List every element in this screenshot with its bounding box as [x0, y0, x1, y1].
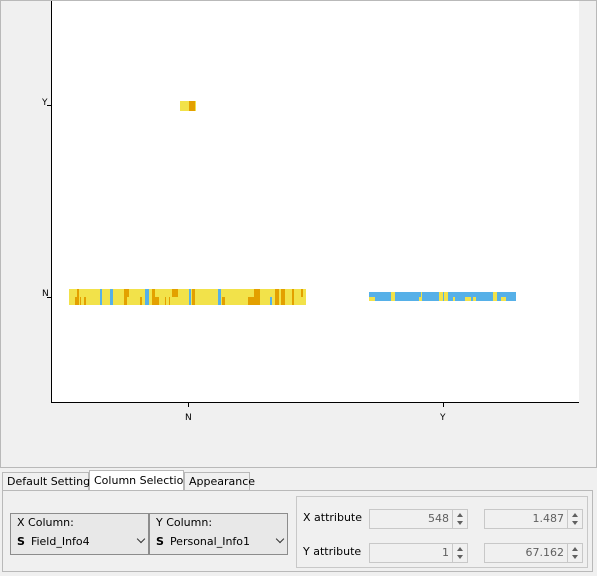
data-point — [186, 106, 189, 111]
tab-column-selection[interactable]: Column Selection — [89, 470, 184, 491]
arrow-up-icon[interactable] — [457, 547, 463, 551]
arrow-up-icon[interactable] — [572, 547, 578, 551]
tab-default-settings[interactable]: Default Settings — [2, 472, 89, 490]
y-column-value: Personal_Info1 — [170, 535, 276, 548]
data-point — [198, 289, 204, 305]
arrow-down-icon[interactable] — [457, 555, 463, 559]
data-point — [241, 297, 244, 305]
string-type-icon: S — [17, 535, 25, 548]
arrow-down-icon[interactable] — [457, 521, 463, 525]
spinner-buttons[interactable] — [452, 510, 467, 528]
data-point — [189, 289, 191, 305]
data-point — [476, 297, 480, 302]
y-attribute-spinner-2[interactable]: 67.162 — [484, 543, 583, 563]
plot-area — [51, 1, 579, 403]
x-attribute-value-1: 548 — [428, 512, 449, 525]
data-point — [281, 289, 285, 305]
points-x-y-y-n — [369, 292, 516, 301]
y-column-title: Y Column: — [156, 516, 212, 529]
tab-appearance[interactable]: Appearance — [184, 472, 250, 490]
data-point — [254, 289, 260, 305]
data-point — [419, 297, 422, 302]
data-point — [444, 292, 448, 301]
data-point — [383, 292, 385, 301]
x-attribute-label: X attribute — [303, 511, 362, 524]
x-attribute-spinner-1[interactable]: 548 — [369, 509, 468, 529]
data-point — [292, 289, 294, 305]
y-tick-n — [47, 297, 51, 298]
y-attribute-label: Y attribute — [303, 545, 361, 558]
x-attribute-value-2: 1.487 — [533, 512, 565, 525]
x-tick-label-n: N — [185, 413, 192, 423]
arrow-down-icon[interactable] — [572, 555, 578, 559]
data-point — [75, 297, 77, 305]
data-point — [300, 297, 305, 305]
y-column-select[interactable]: S Personal_Info1 — [156, 531, 286, 551]
data-point — [453, 297, 455, 302]
data-point — [465, 297, 471, 302]
data-point — [189, 101, 195, 111]
data-point — [218, 289, 221, 305]
data-point — [167, 297, 169, 305]
arrow-up-icon[interactable] — [572, 513, 578, 517]
arrow-down-icon[interactable] — [572, 521, 578, 525]
chevron-down-icon — [137, 536, 147, 546]
column-selection-panel: X Column: S Field_Info4 Y Column: S Pers… — [2, 490, 593, 572]
data-point — [369, 297, 375, 302]
spinner-buttons[interactable] — [567, 510, 582, 528]
y-attribute-spinner-1[interactable]: 1 — [369, 543, 468, 563]
data-point — [100, 289, 102, 305]
spinner-buttons[interactable] — [452, 544, 467, 562]
y-column-group: Y Column: S Personal_Info1 — [149, 513, 288, 555]
data-point — [127, 297, 131, 305]
data-point — [391, 292, 395, 301]
data-point — [493, 292, 497, 301]
jitter-attributes-box: X attribute 548 1.487 Y attribute 1 67.1… — [296, 496, 588, 568]
x-column-title: X Column: — [17, 516, 74, 529]
y-tick-y — [47, 105, 51, 106]
data-point — [86, 297, 92, 305]
x-tick-y — [443, 403, 444, 407]
data-point — [275, 289, 277, 305]
points-x-n-y-n — [69, 289, 306, 305]
y-attribute-value-1: 1 — [442, 546, 449, 559]
data-point — [424, 292, 426, 301]
x-column-select[interactable]: S Field_Info4 — [17, 531, 147, 551]
data-point — [77, 289, 79, 305]
x-tick-label-y: Y — [440, 413, 446, 423]
x-attribute-spinner-2[interactable]: 1.487 — [484, 509, 583, 529]
x-tick-n — [188, 403, 189, 407]
data-point — [110, 289, 113, 305]
data-point — [263, 289, 269, 305]
arrow-up-icon[interactable] — [457, 513, 463, 517]
scatter-plot-panel: Y N N Y — [0, 0, 597, 468]
string-type-icon: S — [156, 535, 164, 548]
points-x-n-y-y — [180, 101, 196, 111]
data-point — [501, 297, 506, 302]
data-point — [160, 297, 165, 305]
data-point — [222, 297, 225, 305]
x-column-value: Field_Info4 — [31, 535, 137, 548]
data-point — [233, 297, 238, 305]
data-point — [140, 297, 142, 305]
data-point — [450, 292, 452, 301]
y-attribute-value-2: 67.162 — [526, 546, 565, 559]
data-point — [172, 297, 178, 305]
y-tick-label-y: Y — [42, 98, 48, 108]
data-point — [81, 289, 84, 305]
data-point — [155, 297, 159, 305]
x-column-group: X Column: S Field_Info4 — [10, 513, 149, 555]
data-point — [439, 292, 443, 301]
data-point — [192, 289, 195, 305]
spinner-buttons[interactable] — [567, 544, 582, 562]
data-point — [121, 289, 124, 305]
data-point — [428, 292, 430, 301]
data-point — [457, 292, 461, 301]
data-point — [145, 289, 149, 305]
chevron-down-icon — [276, 536, 286, 546]
